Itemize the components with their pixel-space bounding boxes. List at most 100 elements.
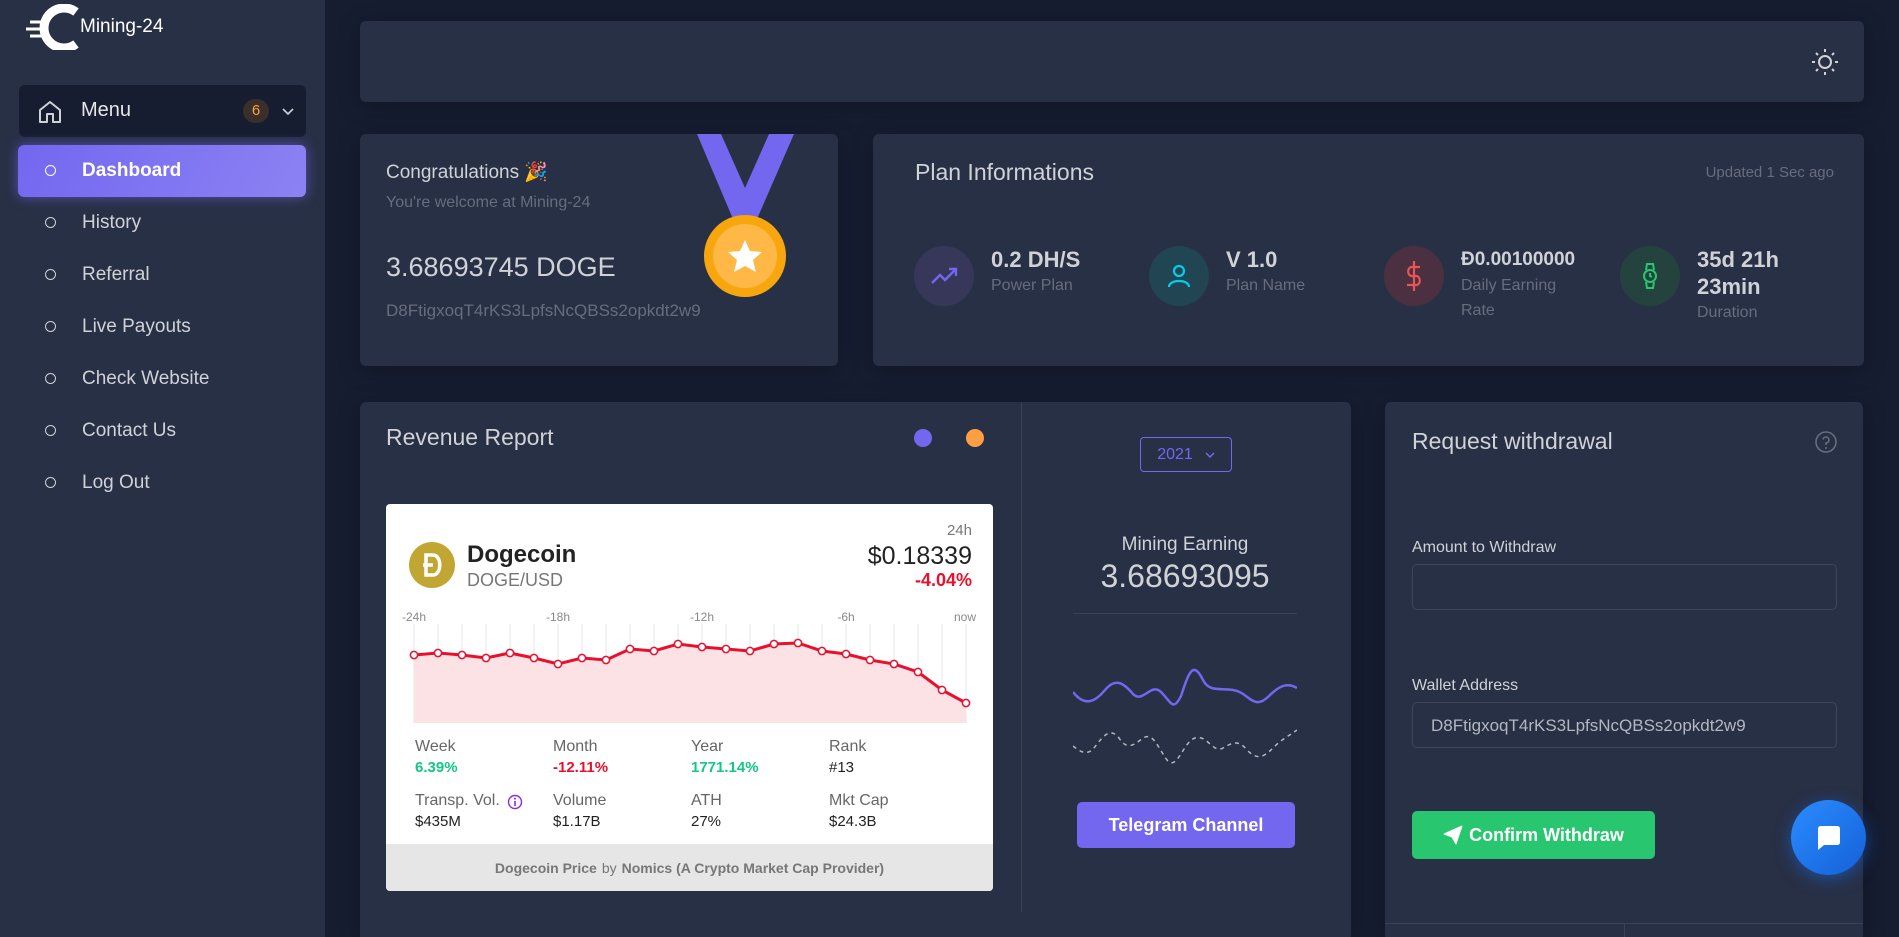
logo	[26, 4, 79, 50]
chart-point	[409, 650, 419, 660]
time-label: now	[953, 610, 976, 624]
menu-badge: 6	[243, 99, 269, 123]
nav-dot	[45, 477, 56, 488]
plan-card: Plan Informations Updated 1 Sec ago 0.2 …	[873, 134, 1864, 366]
welcome-card: Congratulations 🎉 You're welcome at Mini…	[360, 134, 838, 366]
earning-sparkline	[1073, 668, 1297, 764]
stat-value: -12.11%	[553, 759, 609, 776]
earning-label: Mining Earning	[1121, 534, 1249, 555]
stat-value: 0.2 DH/S	[991, 247, 1081, 272]
period: 24h	[946, 522, 972, 539]
time-label: -12h	[689, 610, 715, 624]
nav-label: Referral	[82, 264, 150, 285]
plan-stat: Đ0.00100000 Daily Earning Rate	[1384, 246, 1575, 323]
chevron	[282, 108, 294, 116]
stat-icon	[1384, 246, 1444, 306]
coin-icon	[409, 542, 455, 588]
welcome-title: Congratulations 🎉	[386, 162, 549, 183]
nav-dot	[45, 425, 56, 436]
plan-stat: 35d 21h 23min Duration	[1620, 246, 1817, 325]
chart-point	[793, 638, 803, 648]
nav-label: History	[82, 212, 142, 233]
nav-label: Live Payouts	[82, 316, 191, 337]
wallet-input[interactable]: D8FtigxoqT4rKS3LpfsNcQBSs2opkdt2w9	[1412, 702, 1837, 748]
revenue-title: Revenue Report	[386, 424, 554, 450]
stat-value: 27%	[691, 813, 722, 830]
stat-value: $1.17B	[553, 813, 601, 830]
nav-dot	[45, 217, 56, 228]
nav-item[interactable]: Dashboard	[18, 145, 306, 197]
price-sparkline	[409, 624, 971, 723]
withdraw-title: Request withdrawal	[1412, 428, 1613, 454]
stat-value: $435M	[415, 813, 461, 830]
chart-point	[457, 650, 467, 660]
nav-dot	[45, 165, 56, 176]
legend-dot	[966, 429, 984, 447]
telegram-button[interactable]: Telegram Channel	[1077, 802, 1295, 848]
chart-point	[649, 646, 659, 656]
chart-point	[481, 653, 491, 663]
price-widget: Dogecoin DOGE/USD 24h $0.18339 -4.04% -2…	[386, 504, 993, 891]
nav-item[interactable]: Contact Us	[18, 405, 306, 457]
footer-by: by	[601, 859, 617, 876]
nav-label: Contact Us	[82, 420, 176, 441]
nav-dot	[45, 321, 56, 332]
nav-item[interactable]: History	[18, 197, 306, 249]
nav-label: Log Out	[82, 472, 150, 493]
chart-point	[577, 653, 587, 663]
stat-label: Daily Earning Rate	[1461, 277, 1557, 319]
chat-button[interactable]	[1791, 800, 1866, 875]
chart-point	[673, 639, 683, 649]
chart-point	[553, 659, 563, 669]
medal	[697, 134, 794, 297]
stat-label: Month	[553, 738, 598, 755]
chart-point	[889, 659, 899, 669]
chart-point	[505, 648, 515, 658]
stat-label: Duration	[1697, 304, 1758, 321]
time-label: -24h	[401, 610, 427, 624]
stat-icon	[1149, 246, 1209, 306]
menu-toggle[interactable]: Menu 6	[19, 85, 306, 137]
confirm-button[interactable]: Confirm Withdraw	[1412, 811, 1655, 859]
chart-point	[745, 646, 755, 656]
price-change: -4.04%	[914, 570, 972, 590]
stat-value: V 1.0	[1226, 247, 1278, 272]
nav-item[interactable]: Log Out	[18, 457, 306, 509]
chart-point	[601, 655, 611, 665]
nav-item[interactable]: Check Website	[18, 353, 306, 405]
welcome-subtitle: You're welcome at Mining-24	[386, 194, 591, 211]
plan-updated: Updated 1 Sec ago	[1705, 164, 1834, 181]
footer-link[interactable]: Dogecoin Price	[494, 859, 597, 876]
help-icon[interactable]	[1814, 430, 1838, 454]
chart-point	[721, 644, 731, 654]
stat-value: 1771.14%	[691, 759, 759, 776]
stat-label: Rank	[829, 738, 867, 755]
amount-input[interactable]	[1412, 564, 1837, 610]
time-label: -6h	[837, 610, 855, 624]
divider	[1073, 613, 1297, 614]
button-label: Telegram Channel	[1108, 814, 1264, 835]
plan-stat: V 1.0 Plan Name	[1149, 246, 1305, 306]
stat-label: Power Plan	[991, 277, 1073, 294]
nav-label: Dashboard	[82, 160, 182, 181]
chart-point	[961, 698, 971, 708]
chart-point	[913, 667, 923, 677]
stat-value: 6.39%	[415, 759, 458, 776]
wallet-address: D8FtigxoqT4rKS3LpfsNcQBSs2opkdt2w9	[386, 301, 701, 320]
chart-point	[817, 646, 827, 656]
time-label: -18h	[545, 610, 571, 624]
stat-label: Volume	[553, 792, 607, 809]
nav-item[interactable]: Live Payouts	[18, 301, 306, 353]
stat-label: Mkt Cap	[829, 792, 889, 809]
footer-provider[interactable]: Nomics (A Crypto Market Cap Provider)	[621, 859, 885, 876]
amount-label: Amount to Withdraw	[1412, 539, 1557, 556]
stat-label: Year	[691, 738, 724, 755]
legend-dot	[914, 429, 932, 447]
nav-item[interactable]: Referral	[18, 249, 306, 301]
theme-toggle[interactable]	[1811, 48, 1839, 76]
stat-label: Transp. Vol.	[415, 792, 500, 809]
topbar	[360, 21, 1864, 102]
year-select[interactable]: 2021	[1140, 437, 1232, 472]
stat-value: 35d 21h 23min	[1697, 247, 1779, 299]
chart-point	[697, 642, 707, 652]
